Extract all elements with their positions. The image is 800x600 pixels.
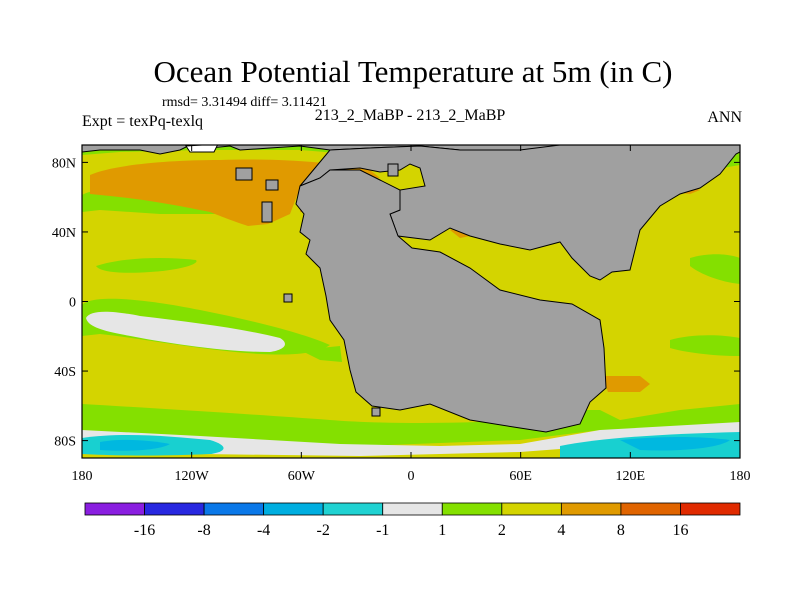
- land-island-b: [261, 201, 273, 223]
- land-island-d: [387, 163, 399, 177]
- field-1-2-tropical-band: [96, 258, 197, 273]
- colorbar: -16 -8 -4 -2 -1 1 2 4 8 16: [84, 502, 741, 539]
- field-1-2-south-east-pacific: [670, 335, 740, 356]
- land-central-continent: [295, 169, 607, 433]
- lon-label: 180: [730, 469, 751, 484]
- latitude-axis: 80N 40N 0 40S 80S: [52, 156, 740, 450]
- colorbar-label: 4: [557, 522, 565, 539]
- stats-readout: rmsd= 3.31494 diff= 3.11421: [162, 95, 327, 110]
- lon-label: 0: [408, 469, 415, 484]
- lon-label: 180: [72, 469, 93, 484]
- map-panel: [82, 145, 740, 458]
- colorbar-swatch: [263, 502, 324, 516]
- field-1-2-east-pacific: [690, 254, 740, 284]
- ice-patch: [185, 145, 219, 153]
- longitude-axis: 180 120W 60W 0 60E 120E 180: [72, 145, 751, 484]
- field-4-8-south-east: [602, 376, 650, 392]
- colorbar-label: 16: [672, 522, 688, 539]
- colorbar-swatch: [501, 502, 562, 516]
- colorbar-swatch: [441, 502, 503, 516]
- field-4-8-north-pacific: [90, 159, 380, 226]
- colorbar-swatch: [680, 502, 741, 516]
- colorbar-swatch: [203, 502, 265, 516]
- lon-label: 120W: [175, 469, 210, 484]
- colorbar-label: -16: [134, 522, 155, 539]
- colorbar-label: 8: [617, 522, 625, 539]
- colorbar-label: -4: [257, 522, 270, 539]
- land-northern-continent: [299, 145, 740, 281]
- plot-title: Ocean Potential Temperature at 5m (in C): [153, 54, 673, 89]
- lat-label: 0: [69, 296, 76, 311]
- lon-label: 120E: [616, 469, 646, 484]
- colorbar-swatch: [560, 502, 622, 516]
- colorbar-label: -1: [376, 522, 389, 539]
- colorbar-label: -8: [197, 522, 210, 539]
- land-island-f: [371, 407, 381, 417]
- colorbar-swatch: [322, 502, 384, 516]
- colorbar-label: 1: [438, 522, 446, 539]
- colorbar-swatch: [144, 502, 205, 516]
- field-m1-1-south-pacific: [86, 311, 285, 352]
- land-island-a: [235, 167, 253, 181]
- colorbar-swatch: [382, 502, 443, 516]
- field-1-2-patch: [300, 346, 342, 362]
- field-m4-m2-east: [620, 437, 730, 451]
- lat-label: 40N: [52, 226, 76, 241]
- lon-label: 60E: [509, 469, 532, 484]
- lat-label: 80S: [54, 435, 76, 450]
- colorbar-swatch: [84, 502, 145, 516]
- colorbar-swatch: [620, 502, 681, 516]
- experiment-label: Expt = texPq-texlq: [82, 113, 204, 130]
- lat-label: 80N: [52, 156, 76, 171]
- colorbar-label: 2: [498, 522, 506, 539]
- plot-subtitle: 213_2_MaBP - 213_2_MaBP: [314, 107, 506, 124]
- season-label: ANN: [707, 109, 742, 126]
- land-island-c: [265, 179, 279, 191]
- field-m4-m2-west: [100, 439, 170, 451]
- lat-label: 40S: [54, 365, 76, 380]
- colorbar-label: -2: [317, 522, 330, 539]
- land-island-e: [283, 293, 293, 303]
- lon-label: 60W: [288, 469, 316, 484]
